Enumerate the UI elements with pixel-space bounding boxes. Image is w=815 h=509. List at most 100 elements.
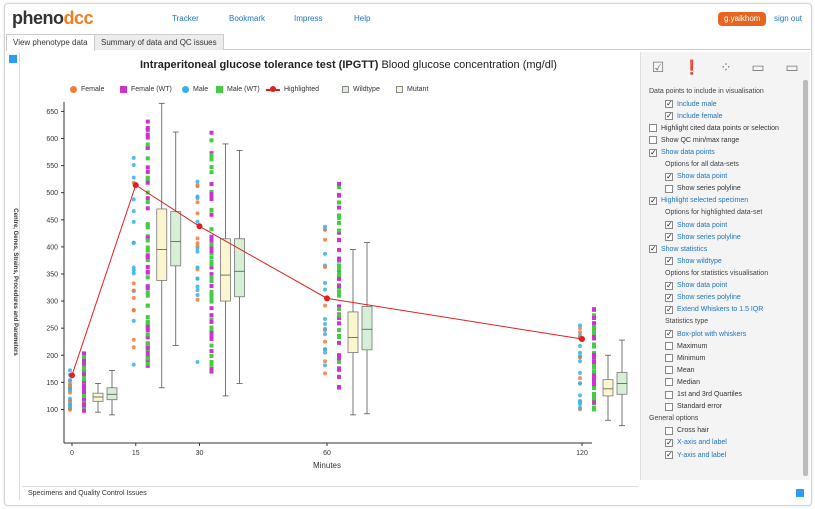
window-bottom-icon[interactable]: ▭ [785,58,799,75]
data-point [68,398,72,403]
checkbox[interactable] [665,450,673,459]
data-point [592,383,596,388]
footer-bar[interactable]: Specimens and Quality Control Issues [22,486,638,500]
expand-footer-icon[interactable] [796,489,804,497]
checkbox[interactable] [665,293,673,302]
nav-help[interactable]: Help [354,14,371,23]
data-point [145,303,150,308]
checkbox[interactable] [665,256,673,266]
panel-option[interactable]: Y-axis and label [665,450,726,459]
checkbox[interactable] [665,232,673,242]
checkbox[interactable] [649,136,657,145]
panel-option[interactable]: Extend Whiskers to 1.5 IQR [665,305,763,314]
data-point [592,359,596,364]
option-label: Show series polyline [677,185,741,193]
checkbox[interactable] [665,342,673,351]
panel-option[interactable]: Show data point [665,220,727,230]
panel-option[interactable]: Include female [665,111,723,121]
window-top-icon[interactable]: ▭ [751,58,765,75]
data-point [145,269,150,274]
panel-option[interactable]: Show data point [665,281,727,290]
checkbox[interactable] [665,184,673,193]
option-label: Box-plot with whiskers [677,330,747,338]
data-point [145,320,150,325]
data-point [337,237,341,242]
y-tick-label: 650 [46,109,58,116]
data-point [323,224,327,229]
logo[interactable]: phenodcc [12,8,94,28]
legend-wildtype: Wildtype [342,86,380,93]
panel-scrollbar[interactable] [803,80,808,476]
panel-option[interactable]: Highlight selected specimen [649,196,748,205]
panel-option[interactable]: X-axis and label [665,438,727,447]
panel-option[interactable]: Mean [665,366,695,375]
checkbox[interactable] [665,354,673,363]
checkbox[interactable] [665,402,673,411]
data-point [209,227,214,232]
checkbox[interactable] [649,148,657,157]
mutant-box [220,238,231,302]
collapsed-sidebar[interactable]: Centre, Genes, Strains, Procedures and P… [6,52,20,500]
y-tick-label: 200 [46,353,58,360]
checkbox[interactable] [665,172,673,181]
signout-link[interactable]: sign out [774,14,803,23]
panel-option[interactable]: Show series polyline [665,293,741,302]
data-point [195,211,200,216]
panel-option[interactable]: Median [665,378,700,387]
data-point [592,315,596,320]
data-point [592,396,596,401]
panel-option[interactable]: Highlight cited data points or selection [649,124,779,133]
checkbox[interactable] [665,220,673,230]
panel-option[interactable]: Show series polyline [665,232,741,242]
checkbox[interactable] [649,244,657,254]
data-point [578,376,582,381]
data-point [145,356,150,361]
checkbox[interactable] [665,378,673,387]
tab-summary-qc[interactable]: Summary of data and QC issues [94,34,224,50]
data-point [145,290,150,295]
data-point [337,306,341,311]
panel-option[interactable]: Show series polyline [665,184,741,193]
panel-option[interactable]: Cross hair [665,426,709,435]
checkbox[interactable] [665,390,673,399]
data-point [209,353,214,358]
checkbox[interactable] [665,438,673,447]
panel-option[interactable]: Minimum [665,354,705,363]
alert-icon[interactable]: ❗ [683,58,701,75]
data-point [209,317,214,322]
checkbox[interactable] [665,281,673,290]
checkbox[interactable] [649,124,657,133]
panel-option[interactable]: Standard error [665,402,722,411]
user-badge[interactable]: g.yaikhom [718,12,767,26]
checkbox[interactable] [665,366,673,375]
panel-option[interactable]: Show data point [665,172,727,181]
panel-section-label: Options for statistics visualisation [665,269,769,277]
expand-sidebar-icon[interactable] [9,55,17,63]
checkbox[interactable] [665,329,673,338]
nav-bookmark[interactable]: Bookmark [229,14,266,23]
panel-option[interactable]: Show wildtype [665,256,722,266]
nav-impress[interactable]: Impress [294,14,323,23]
scatter-icon[interactable]: ⁘ [720,58,732,75]
panel-option[interactable]: Box-plot with whiskers [665,329,747,338]
data-point [337,276,341,281]
data-point [209,259,214,264]
tab-view-phenotype-data[interactable]: View phenotype data [6,34,95,51]
checkbox[interactable] [665,426,673,435]
panel-option[interactable]: 1st and 3rd Quartiles [665,390,742,399]
data-point [209,278,214,283]
checkbox[interactable] [665,111,673,121]
data-point [195,246,200,251]
nav-tracker[interactable]: Tracker [172,14,199,23]
data-point [145,222,150,227]
checkbox-icon[interactable]: ☑ [651,58,665,75]
checkbox[interactable] [665,99,673,109]
panel-option[interactable]: Include male [665,99,717,109]
checkbox[interactable] [649,196,657,205]
panel-option[interactable]: Show statistics [649,244,707,254]
panel-option[interactable]: Show data points [649,148,715,157]
checkbox[interactable] [665,305,673,314]
panel-option[interactable]: Maximum [665,342,707,351]
data-point [145,332,150,337]
panel-option[interactable]: Show QC min/max range [649,136,739,145]
